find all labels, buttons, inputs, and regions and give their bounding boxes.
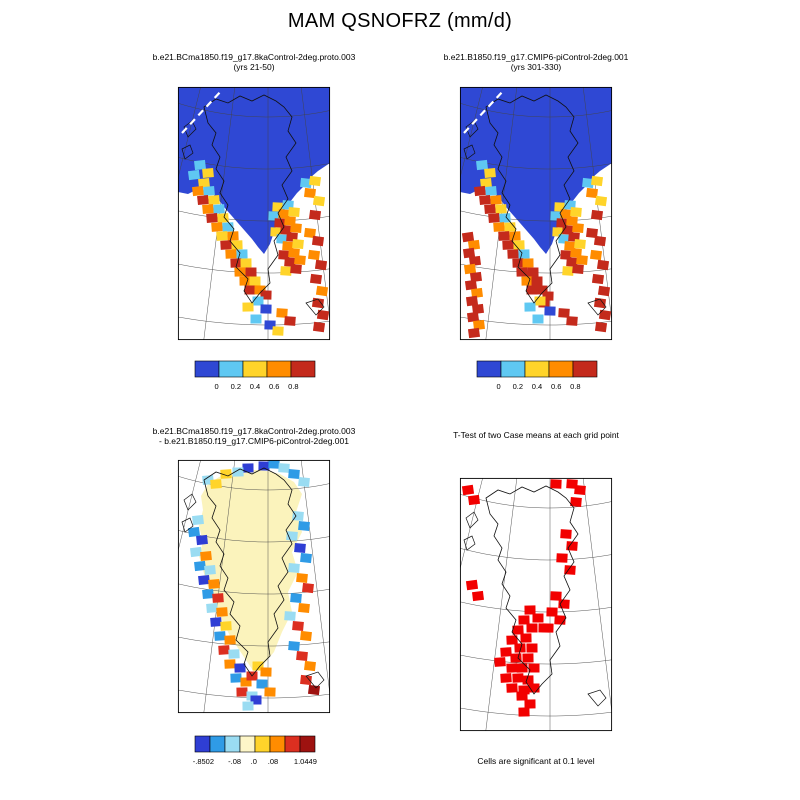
map-difference — [177, 459, 331, 714]
panel-case1-title-line2: (yrs 21-50) — [233, 62, 275, 72]
colorbar-case2: 0 0.2 0.4 0.6 0.8 — [472, 360, 602, 394]
svg-text:-.08: -.08 — [228, 757, 241, 766]
svg-text:0.6: 0.6 — [551, 382, 561, 391]
colorbar-svg: -.8502 -.08 .0 .08 1.0449 — [193, 735, 317, 766]
map-layers — [460, 87, 612, 340]
svg-text:0: 0 — [215, 382, 219, 391]
map-ttest — [459, 477, 613, 732]
panel-case1-title-line1: b.e21.BCma1850.f19_g17.8kaControl-2deg.p… — [152, 52, 356, 62]
panel-difference-title-line2: - b.e21.B1850.f19_g17.CMIP6-piControl-2d… — [159, 436, 349, 446]
significance-caption: Cells are significant at 0.1 level — [477, 756, 595, 766]
colorbar-svg: 0 0.2 0.4 0.6 0.8 — [476, 360, 598, 391]
svg-text:0.8: 0.8 — [570, 382, 580, 391]
panel-case2-title: b.e21.B1850.f19_g17.CMIP6-piControl-2deg… — [386, 52, 686, 72]
svg-text:0.4: 0.4 — [250, 382, 260, 391]
colorbar-case1: 0 0.2 0.4 0.6 0.8 — [190, 360, 320, 394]
map-layers — [178, 460, 330, 713]
panel-ttest-title: T-Test of two Case means at each grid po… — [386, 430, 686, 440]
panel-difference-title-line1: b.e21.BCma1850.f19_g17.8kaControl-2deg.p… — [152, 426, 356, 436]
panel-case2-title-line2: (yrs 301-330) — [510, 62, 562, 72]
map-layers — [460, 478, 612, 731]
panel-difference-title: b.e21.BCma1850.f19_g17.8kaControl-2deg.p… — [104, 426, 404, 446]
panel-case2-title-line1: b.e21.B1850.f19_g17.CMIP6-piControl-2deg… — [443, 52, 629, 62]
map-case2 — [459, 86, 613, 341]
svg-text:0.2: 0.2 — [513, 382, 523, 391]
svg-text:1.0449: 1.0449 — [294, 757, 317, 766]
svg-text:.08: .08 — [268, 757, 278, 766]
colorbar-difference: -.8502 -.08 .0 .08 1.0449 — [190, 735, 320, 769]
svg-text:0.4: 0.4 — [532, 382, 542, 391]
svg-text:0.8: 0.8 — [288, 382, 298, 391]
svg-text:0.6: 0.6 — [269, 382, 279, 391]
colorbar-svg: 0 0.2 0.4 0.6 0.8 — [194, 360, 316, 391]
map-layers — [178, 87, 330, 340]
figure-title: MAM QSNOFRZ (mm/d) — [287, 10, 513, 32]
panel-case1-title: b.e21.BCma1850.f19_g17.8kaControl-2deg.p… — [104, 52, 404, 72]
panel-ttest-title-line1: T-Test of two Case means at each grid po… — [453, 430, 619, 440]
svg-text:-.8502: -.8502 — [193, 757, 214, 766]
map-case1 — [177, 86, 331, 341]
svg-text:.0: .0 — [251, 757, 257, 766]
svg-text:0.2: 0.2 — [231, 382, 241, 391]
svg-text:0: 0 — [497, 382, 501, 391]
